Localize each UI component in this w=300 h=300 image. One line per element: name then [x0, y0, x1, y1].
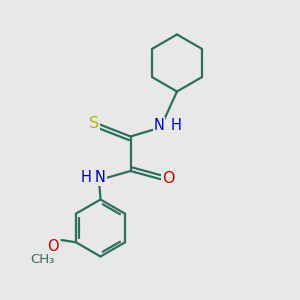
- Text: O: O: [47, 239, 59, 254]
- Text: O: O: [162, 171, 174, 186]
- Text: N: N: [154, 118, 164, 133]
- Text: H: H: [171, 118, 182, 133]
- Text: S: S: [89, 116, 100, 130]
- Text: CH₃: CH₃: [31, 253, 55, 266]
- Text: N: N: [95, 170, 106, 185]
- Text: H: H: [81, 170, 92, 185]
